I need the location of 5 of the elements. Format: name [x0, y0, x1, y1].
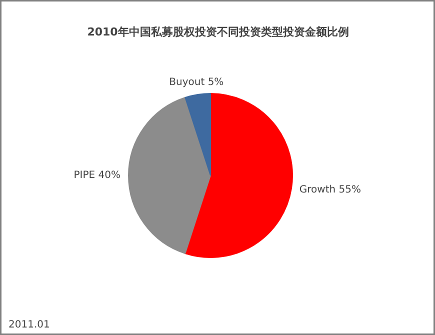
slice-label: Growth 55% [299, 184, 361, 196]
chart-title: 2010年中国私募股权投资不同投资类型投资金额比例 [87, 26, 349, 38]
text: 2011.01 [8, 320, 50, 330]
slice-label: PIPE 40% [74, 170, 120, 181]
slice-label: Buyout 5% [169, 77, 224, 88]
